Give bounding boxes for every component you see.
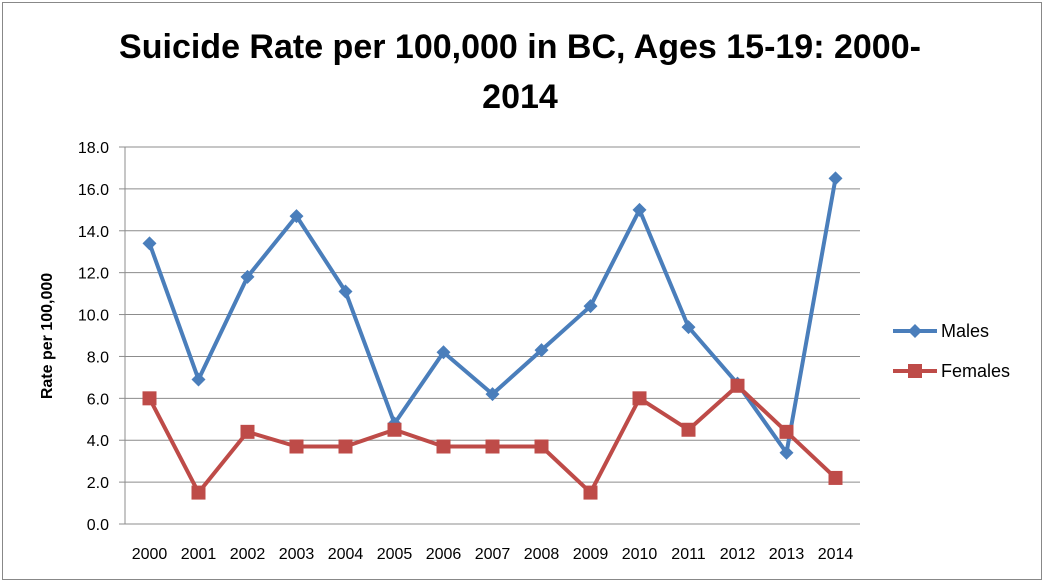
x-tick-label: 2010 xyxy=(622,546,658,563)
x-tick-label: 2004 xyxy=(328,546,364,563)
data-point-females xyxy=(681,422,696,437)
data-point-males xyxy=(436,345,451,360)
legend-marker-males xyxy=(908,324,922,338)
y-tick-label: 6.0 xyxy=(87,391,109,408)
data-point-females xyxy=(632,391,647,406)
y-tick-label: 14.0 xyxy=(78,224,109,241)
data-series xyxy=(142,171,843,500)
x-tick-label: 2005 xyxy=(377,546,413,563)
data-point-females xyxy=(191,485,206,500)
series-line-females xyxy=(147,383,837,495)
y-tick-labels: 0.0 2.0 4.0 6.0 8.0 10.0 12.0 14.0 16.0 18.0 xyxy=(78,140,109,534)
x-tick-label: 2014 xyxy=(818,546,854,563)
y-tick-label: 8.0 xyxy=(87,349,109,366)
legend: Males Females xyxy=(893,321,1010,381)
x-tick-labels: 2000 2001 2002 2003 2004 2005 2006 2007 2008 2009… xyxy=(132,546,854,563)
x-tick-label: 2012 xyxy=(720,546,756,563)
legend-item-females: Females xyxy=(893,361,1010,381)
y-tick-label: 12.0 xyxy=(78,266,109,283)
data-point-females xyxy=(289,439,304,454)
gridlines xyxy=(119,146,860,525)
legend-label-males: Males xyxy=(941,321,989,341)
x-tick-label: 2013 xyxy=(769,546,805,563)
data-point-males xyxy=(191,372,206,387)
data-point-females xyxy=(730,378,745,393)
data-point-females xyxy=(583,485,598,500)
data-point-males xyxy=(828,171,843,186)
y-tick-label: 2.0 xyxy=(87,475,109,492)
data-point-females xyxy=(534,439,549,454)
chart-title-line-1: Suicide Rate per 100,000 in BC, Ages 15-… xyxy=(119,28,921,66)
series-line-males xyxy=(147,178,838,455)
y-tick-label: 10.0 xyxy=(78,308,109,325)
axes xyxy=(124,147,860,525)
x-tick-label: 2006 xyxy=(426,546,462,563)
legend-marker-females xyxy=(908,364,922,378)
x-tick-label: 2007 xyxy=(475,546,511,563)
data-point-females xyxy=(240,424,255,439)
data-point-males xyxy=(632,202,647,217)
data-point-males xyxy=(681,320,696,335)
data-point-males xyxy=(583,299,598,314)
data-point-females xyxy=(387,422,402,437)
data-point-females xyxy=(338,439,353,454)
data-point-males xyxy=(779,445,794,460)
x-tick-label: 2002 xyxy=(230,546,266,563)
data-point-males xyxy=(534,343,549,358)
data-point-females xyxy=(142,391,157,406)
data-point-females xyxy=(779,424,794,439)
series-males xyxy=(142,171,843,460)
data-point-females xyxy=(828,470,843,485)
y-tick-label: 18.0 xyxy=(78,140,109,157)
chart-title: Suicide Rate per 100,000 in BC, Ages 15-… xyxy=(0,22,1040,122)
data-point-females xyxy=(485,439,500,454)
y-tick-label: 4.0 xyxy=(87,433,109,450)
data-point-males xyxy=(142,236,157,251)
x-tick-label: 2008 xyxy=(524,546,560,563)
x-tick-label: 2011 xyxy=(671,546,706,563)
data-point-males xyxy=(485,387,500,402)
chart-title-line-2: 2014 xyxy=(482,78,558,116)
legend-item-males: Males xyxy=(893,321,989,341)
x-tick-label: 2009 xyxy=(573,546,609,563)
x-tick-label: 2003 xyxy=(279,546,315,563)
data-point-males xyxy=(289,209,304,224)
data-point-males xyxy=(338,284,353,299)
data-point-females xyxy=(436,439,451,454)
y-tick-label: 16.0 xyxy=(78,182,109,199)
x-tick-label: 2001 xyxy=(181,546,217,563)
y-tick-label: 0.0 xyxy=(87,517,109,534)
legend-label-females: Females xyxy=(941,361,1010,381)
x-tick-label: 2000 xyxy=(132,546,168,563)
series-females xyxy=(142,378,843,500)
data-point-males xyxy=(240,269,255,284)
y-axis-label: Rate per 100,000 xyxy=(39,273,56,399)
